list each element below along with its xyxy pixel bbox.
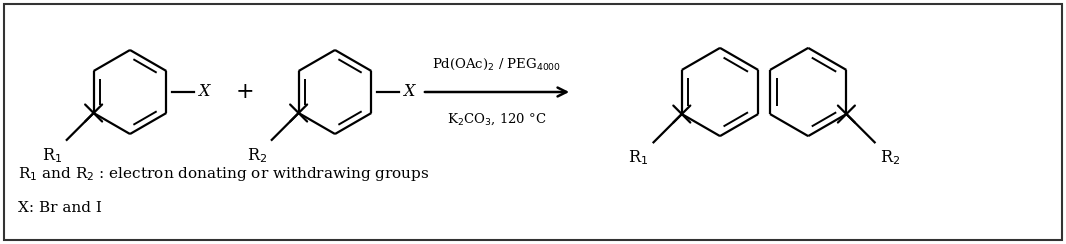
Text: K$_2$CO$_3$, 120 °C: K$_2$CO$_3$, 120 °C bbox=[448, 112, 547, 127]
Text: R$_1$: R$_1$ bbox=[628, 148, 648, 167]
Text: Pd(OAc)$_2$ / PEG$_{4000}$: Pd(OAc)$_2$ / PEG$_{4000}$ bbox=[433, 57, 562, 72]
Text: +: + bbox=[236, 81, 255, 103]
Text: R$_1$: R$_1$ bbox=[42, 146, 62, 164]
Text: R$_2$: R$_2$ bbox=[879, 148, 900, 167]
Text: R$_2$: R$_2$ bbox=[246, 146, 266, 164]
Text: X: X bbox=[403, 83, 415, 101]
Text: X: Br and I: X: Br and I bbox=[18, 201, 102, 215]
Text: X: X bbox=[198, 83, 209, 101]
Text: R$_1$ and R$_2$ : electron donating or withdrawing groups: R$_1$ and R$_2$ : electron donating or w… bbox=[18, 165, 430, 183]
